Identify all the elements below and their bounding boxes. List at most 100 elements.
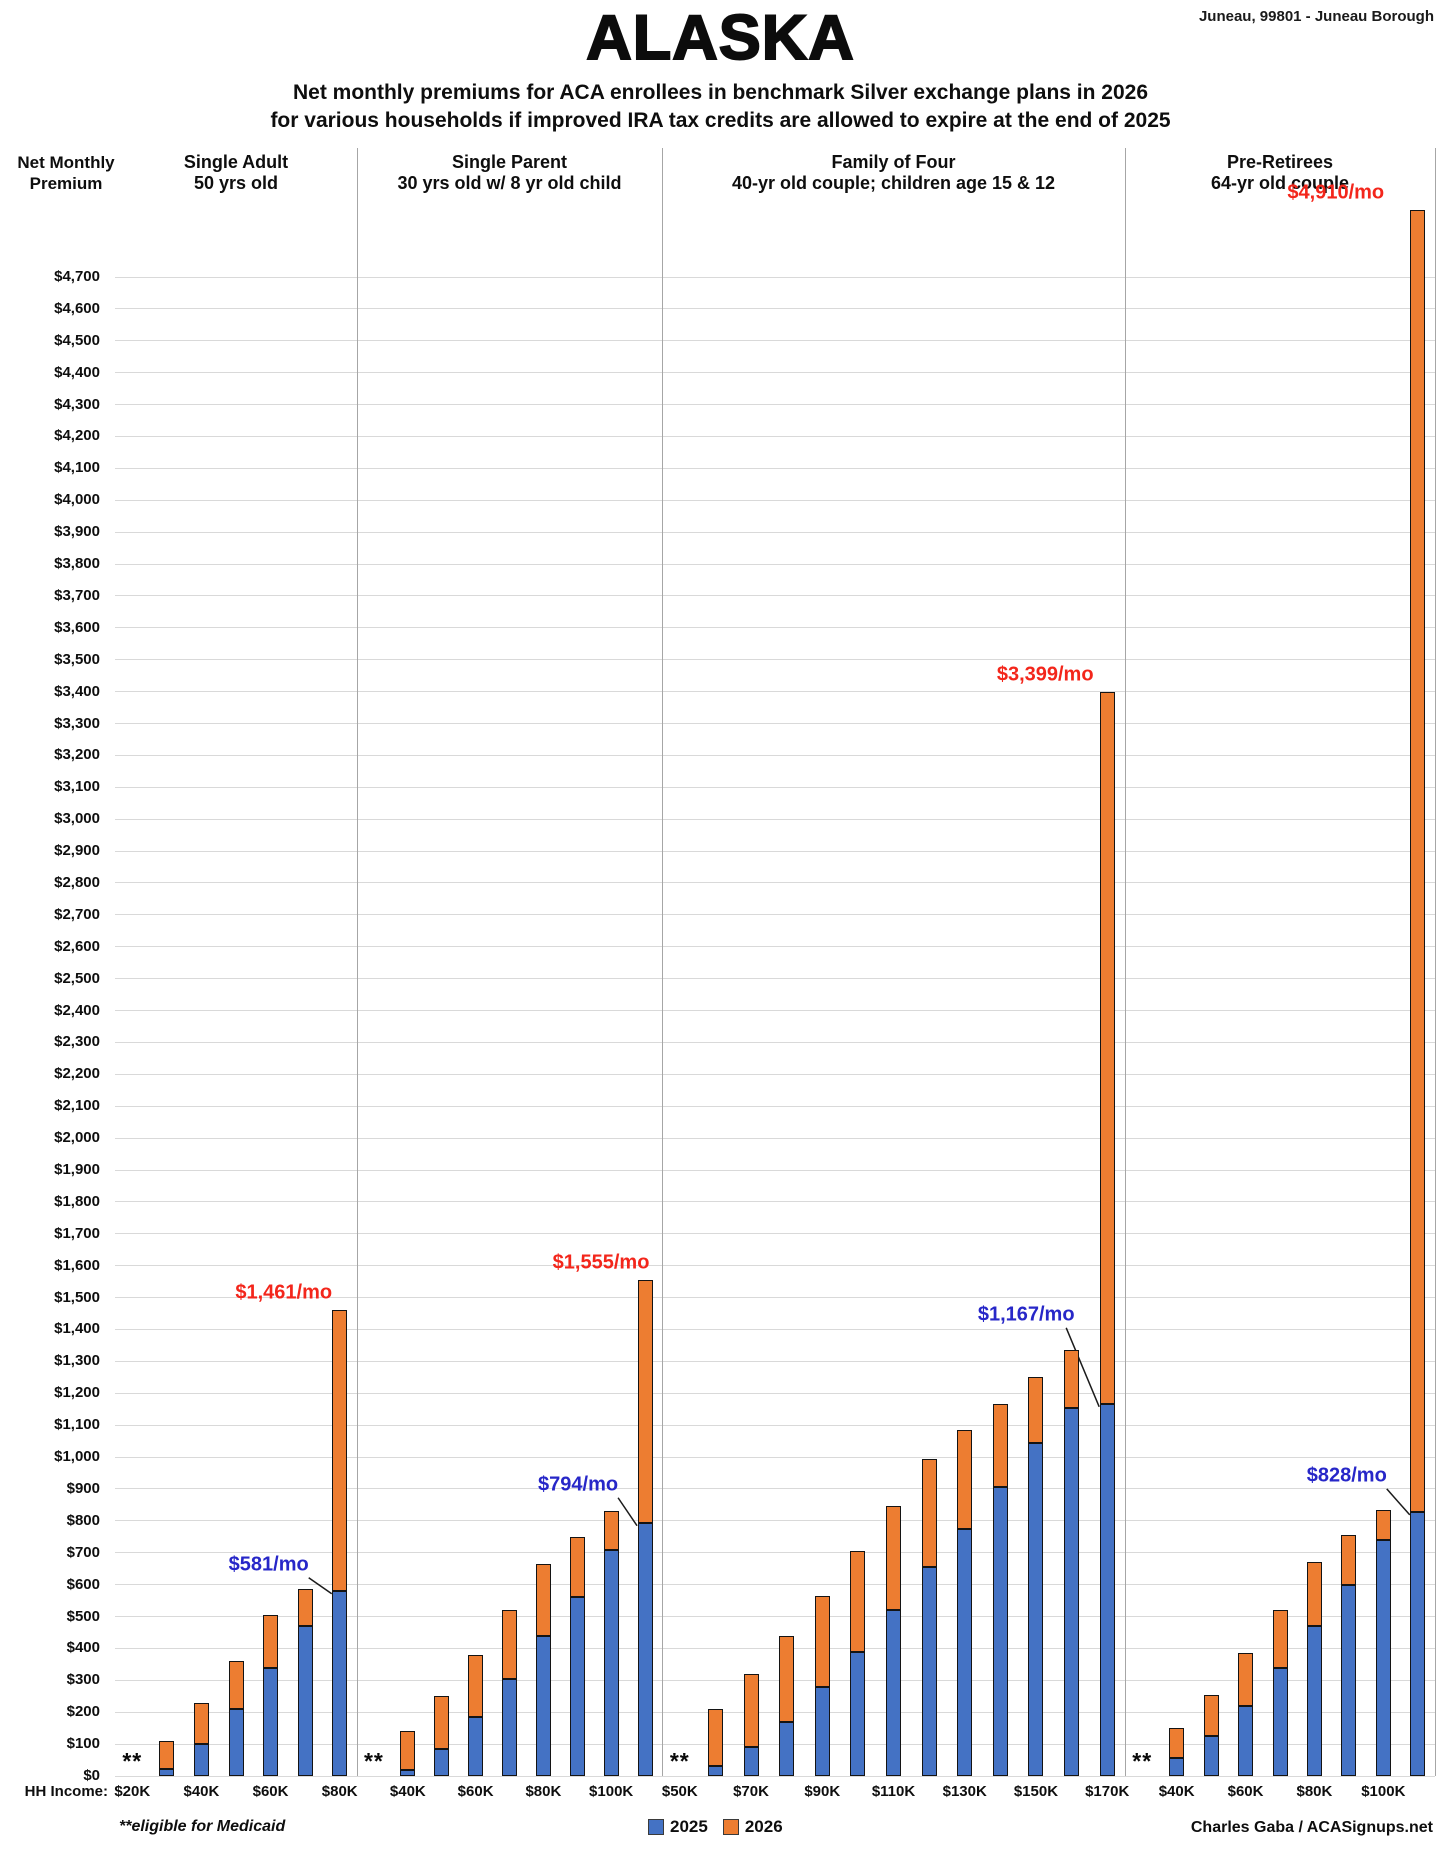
bar-2025-segment: [332, 1590, 348, 1776]
panel-title: Family of Four: [831, 152, 956, 172]
gridline: [115, 914, 1435, 916]
bar-2026-segment: [502, 1610, 517, 1679]
y-tick-label: $1,200: [54, 1384, 100, 1402]
y-tick-label: $2,700: [54, 905, 100, 923]
panel-header: Pre-Retirees 64-yr old couple: [1125, 152, 1435, 194]
gridline: [115, 723, 1435, 724]
gridline: [115, 467, 1435, 469]
gridline: [115, 1073, 1435, 1075]
y-tick-label: $3,800: [54, 555, 100, 573]
x-tick-label: $40K: [389, 1783, 426, 1800]
gridline: [115, 531, 1435, 533]
gridline: [115, 754, 1435, 756]
panel-header: Family of Four 40-yr old couple; children…: [662, 152, 1125, 194]
medicaid-marker: **: [122, 1748, 143, 1774]
y-tick-label: $2,600: [54, 937, 100, 955]
bar-2026-segment: [1306, 1562, 1322, 1627]
bar-2026-segment: [228, 1661, 244, 1709]
y-tick-label: $900: [66, 1479, 100, 1497]
medicaid-marker: **: [669, 1748, 690, 1774]
bar-2025-segment: [1064, 1407, 1080, 1776]
bar-2026-segment: [332, 1310, 348, 1591]
bar-2025-segment: [1306, 1626, 1322, 1776]
legend-swatch-2026: [722, 1819, 739, 1835]
x-tick-label: $90K: [804, 1783, 841, 1800]
x-tick-label: $40K: [183, 1783, 220, 1800]
bar-2025-segment: [1375, 1539, 1391, 1776]
bar-2025-segment: [228, 1709, 244, 1776]
y-tick-label: $2,000: [54, 1129, 100, 1147]
gridline: [115, 499, 1435, 501]
x-tick-label: $60K: [1227, 1783, 1264, 1800]
panel-title: Single Adult: [183, 152, 289, 172]
gridline: [115, 882, 1435, 884]
bar-2025-segment: [603, 1549, 619, 1776]
callout-2025-label: $828/mo: [1306, 1464, 1387, 1487]
y-tick-label: $1,000: [54, 1448, 100, 1466]
legend-swatch-2025: [648, 1819, 664, 1835]
gridline: [115, 850, 1435, 852]
y-tick-label: $100: [66, 1735, 100, 1753]
bar-2025-segment: [921, 1567, 937, 1776]
bar-2026-segment: [1099, 691, 1115, 1404]
legend-item-2025: 2025: [648, 1817, 708, 1837]
gridline: [115, 1201, 1435, 1203]
y-tick-label: $3,600: [54, 618, 100, 636]
bar-2026-segment: [637, 1280, 653, 1523]
x-tick-label: $50K: [661, 1783, 698, 1800]
bar-2025-segment: [743, 1747, 759, 1776]
gridline: [115, 1552, 1435, 1554]
bar-2025-segment: [637, 1522, 653, 1776]
bar-2026-segment: [957, 1429, 973, 1529]
gridline: [115, 786, 1435, 788]
bar-2026-segment: [535, 1563, 551, 1636]
x-tick-label: $150K: [1013, 1783, 1059, 1800]
panel-title: Pre-Retirees: [1226, 152, 1334, 172]
bar-2025-segment: [434, 1748, 450, 1776]
y-tick-label: $2,300: [54, 1033, 100, 1051]
y-tick-label: $4,700: [54, 268, 100, 285]
bar-2026-segment: [850, 1551, 866, 1652]
y-tick-label: $800: [66, 1511, 100, 1529]
gridline: [115, 1265, 1435, 1267]
bar-2025-segment: [569, 1597, 585, 1776]
gridline: [115, 1392, 1435, 1394]
bar-2025-segment: [193, 1744, 209, 1776]
bar-2025-segment: [1028, 1442, 1044, 1776]
bar-2025-segment: [1203, 1736, 1219, 1776]
gridline: [115, 1105, 1435, 1107]
bar-2026-segment: [193, 1702, 209, 1745]
bar-2025-segment: [992, 1487, 1008, 1776]
bar-2026-segment: [1375, 1509, 1391, 1540]
gridline: [115, 1647, 1435, 1649]
bar-2025-segment: [159, 1768, 175, 1776]
gridline: [115, 1456, 1435, 1458]
x-tick-label: $60K: [252, 1783, 289, 1800]
gridline: [115, 1584, 1435, 1586]
bar-2026-segment: [1169, 1728, 1185, 1759]
bar-2025-segment: [400, 1770, 416, 1776]
chart-subtitle-line2: for various households if improved IRA t…: [270, 109, 1171, 132]
gridline: [115, 1169, 1435, 1171]
bar-2025-segment: [707, 1766, 723, 1776]
bar-2025-segment: [779, 1721, 795, 1776]
x-tick-label: $80K: [525, 1783, 562, 1800]
gridline: [115, 1360, 1435, 1362]
bar-2025-segment: [1238, 1705, 1254, 1776]
bar-2026-segment: [159, 1740, 175, 1769]
bar-2026-segment: [707, 1709, 723, 1767]
medicaid-marker: **: [363, 1748, 384, 1774]
bar-2025-segment: [535, 1635, 551, 1776]
y-tick-label: $3,100: [54, 778, 100, 796]
bar-2026-segment: [814, 1595, 830, 1687]
panel-divider: [1124, 148, 1126, 1776]
chart-subtitle-line1: Net monthly premiums for ACA enrollees i…: [292, 81, 1149, 104]
gridline: [115, 818, 1435, 820]
panel-subtitle: 40-yr old couple; children age 15 & 12: [731, 173, 1056, 193]
gridline: [115, 978, 1435, 980]
gridline: [115, 1328, 1435, 1330]
x-tick-label: $60K: [457, 1783, 494, 1800]
legend-item-2026: 2026: [722, 1817, 783, 1837]
gridline: [115, 1488, 1435, 1490]
y-tick-label: $3,000: [54, 810, 100, 828]
